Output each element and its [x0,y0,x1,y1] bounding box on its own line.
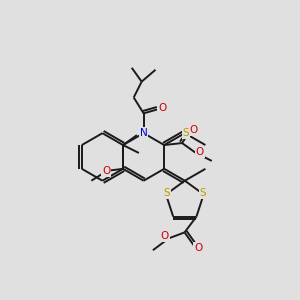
Text: O: O [194,243,202,253]
Text: O: O [102,166,110,176]
Text: O: O [196,147,204,157]
Text: S: S [164,188,170,198]
Text: O: O [158,103,166,113]
Text: S: S [182,128,189,138]
Text: S: S [200,188,206,198]
Text: N: N [140,128,148,138]
Text: O: O [190,125,198,135]
Text: O: O [160,231,169,242]
